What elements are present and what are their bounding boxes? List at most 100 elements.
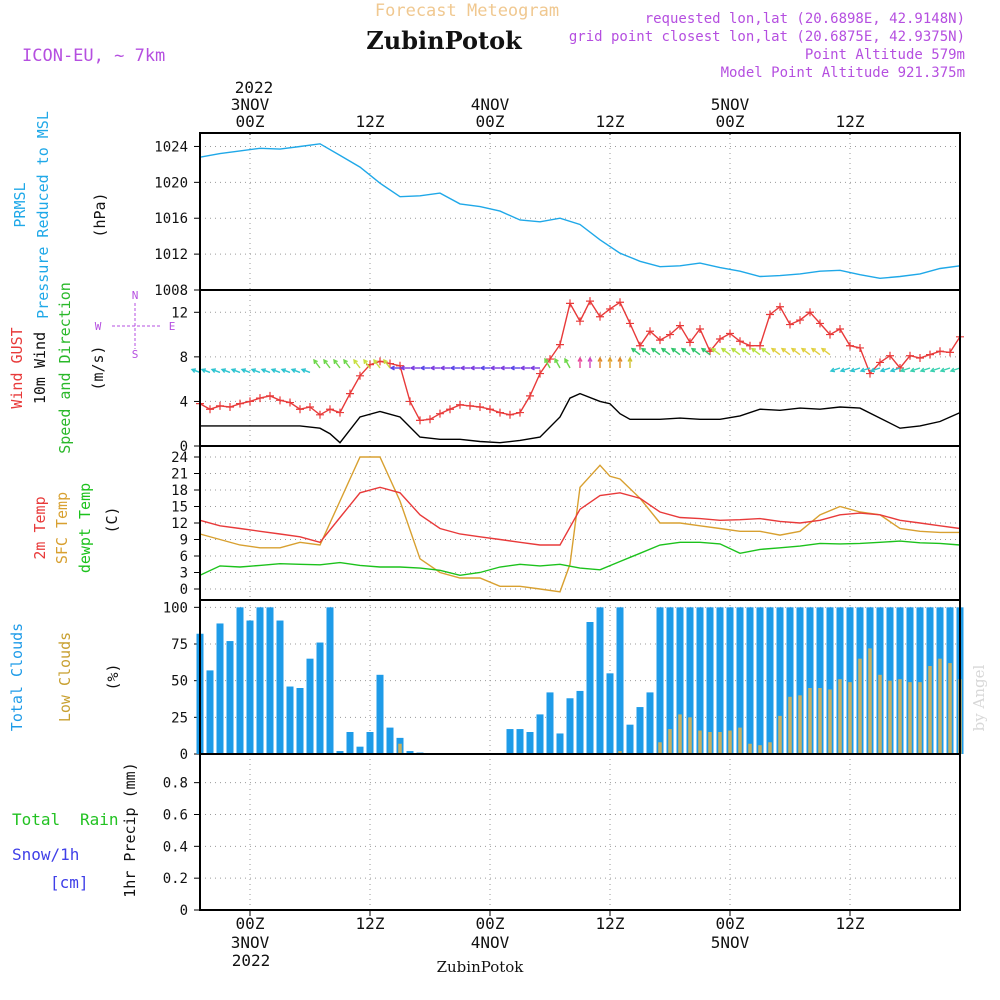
- wind-arrow: [383, 359, 391, 369]
- total-cloud-bar: [586, 622, 594, 754]
- y-tick-label: 3: [180, 566, 188, 582]
- low-cloud-bar: [778, 715, 782, 754]
- gust-marker: [516, 408, 524, 417]
- wind-arrow-head: [333, 358, 338, 365]
- wind-arrow-head: [479, 365, 485, 371]
- low-cloud-bar: [898, 679, 902, 754]
- gust-marker: [626, 319, 634, 328]
- wind-arrow-head: [529, 365, 535, 371]
- low-cloud-bar: [398, 743, 402, 754]
- total-cloud-bar: [346, 732, 354, 754]
- gust-marker: [216, 401, 224, 410]
- wind-arrow-head: [670, 347, 677, 353]
- wind-arrow-head: [383, 358, 388, 365]
- gust-marker: [426, 415, 434, 424]
- gust-marker: [206, 405, 214, 414]
- gust-marker: [866, 369, 874, 378]
- wind-arrow: [651, 348, 661, 356]
- total-cloud-bar: [706, 607, 714, 754]
- low-cloud-bar: [618, 751, 622, 754]
- total-cloud-bar: [676, 607, 684, 754]
- gust-marker: [646, 327, 654, 336]
- gust-marker: [596, 312, 604, 321]
- wind-arrow: [564, 358, 571, 369]
- total-cloud-bar: [266, 607, 274, 754]
- wind-arrow-head: [230, 368, 237, 373]
- top-date-label: 4NOV: [471, 95, 510, 114]
- total-cloud-bar: [506, 729, 514, 754]
- y-tick-label: 18: [171, 483, 188, 499]
- low-cloud-bar: [908, 682, 912, 754]
- point-altitude: Point Altitude 579m: [805, 47, 965, 63]
- y-tick-label: 1016: [154, 211, 188, 227]
- wind-arrow: [850, 367, 861, 372]
- total-cloud-bar: [536, 714, 544, 754]
- total-cloud-bar: [296, 688, 304, 754]
- wind-arrow: [910, 367, 921, 372]
- gust-marker: [726, 329, 734, 338]
- gust-marker: [806, 308, 814, 317]
- wind-arrow-head: [499, 365, 505, 371]
- wind-arrow: [751, 348, 761, 356]
- wind-arrow-head: [720, 347, 727, 353]
- total-cloud-bar: [226, 641, 234, 754]
- label-celsius: (C): [103, 506, 121, 533]
- y-tick-label: 0: [180, 903, 188, 919]
- top-time-label: 00Z: [476, 112, 505, 131]
- wind-arrow: [940, 367, 951, 372]
- total-cloud-bar: [686, 607, 694, 754]
- wind-arrow: [701, 348, 711, 356]
- panel-pressure: 1008 1012 1016 1020 1024: [154, 133, 960, 299]
- y-tick-label: 4: [180, 394, 188, 410]
- total-cloud-bar: [256, 607, 264, 754]
- wind-arrow: [681, 348, 691, 356]
- total-cloud-bar: [656, 607, 664, 754]
- low-cloud-bar: [678, 714, 682, 754]
- wind-arrow-head: [839, 367, 846, 373]
- gust-marker: [286, 398, 294, 407]
- low-cloud-bar: [658, 742, 662, 754]
- low-cloud-bar: [758, 745, 762, 754]
- wind-arrow: [920, 367, 931, 372]
- wind-arrow: [661, 348, 671, 356]
- gust-marker: [696, 325, 704, 333]
- low-cloud-bar: [948, 663, 952, 754]
- wind-arrow-head: [939, 367, 946, 373]
- gust-marker: [936, 347, 944, 356]
- wind-arrow: [313, 359, 321, 369]
- wind-arrow-head: [509, 365, 515, 371]
- y-tick-label: 100: [163, 600, 188, 616]
- wind-arrow: [930, 367, 941, 372]
- low-cloud-bar: [708, 732, 712, 754]
- wind-arrow-head: [929, 367, 936, 373]
- total-cloud-bar: [236, 607, 244, 754]
- wind-arrow: [860, 367, 871, 372]
- total-cloud-bar: [306, 658, 314, 754]
- gust-marker: [826, 330, 834, 339]
- wind-arrow-head: [300, 368, 307, 373]
- y-tick-label: 0: [180, 747, 188, 763]
- low-cloud-bar: [748, 743, 752, 754]
- wind-arrow: [811, 348, 821, 356]
- label-cm: [cm]: [50, 873, 89, 892]
- low-cloud-bar: [928, 666, 932, 754]
- low-cloud-bar: [668, 729, 672, 754]
- wind-arrow-head: [740, 347, 747, 353]
- wind-arrow-head: [389, 365, 395, 371]
- wind-arrow-head: [650, 347, 657, 353]
- gust-marker: [296, 405, 304, 414]
- total-cloud-bar: [666, 607, 674, 754]
- gust-marker: [266, 391, 274, 400]
- gust-marker: [566, 299, 574, 308]
- total-cloud-bar: [806, 607, 814, 754]
- y-tick-label: 12: [171, 305, 188, 321]
- wind-arrow-head: [190, 368, 197, 373]
- gust-marker: [346, 389, 354, 398]
- y-tick-label: 1008: [154, 283, 188, 299]
- wind-arrow-head: [409, 365, 415, 371]
- wind-arrow-head: [363, 358, 368, 365]
- total-cloud-bar: [906, 607, 914, 754]
- low-cloud-bar: [858, 658, 862, 754]
- wind-arrow-head: [810, 347, 817, 353]
- wind-arrow-head: [849, 367, 856, 373]
